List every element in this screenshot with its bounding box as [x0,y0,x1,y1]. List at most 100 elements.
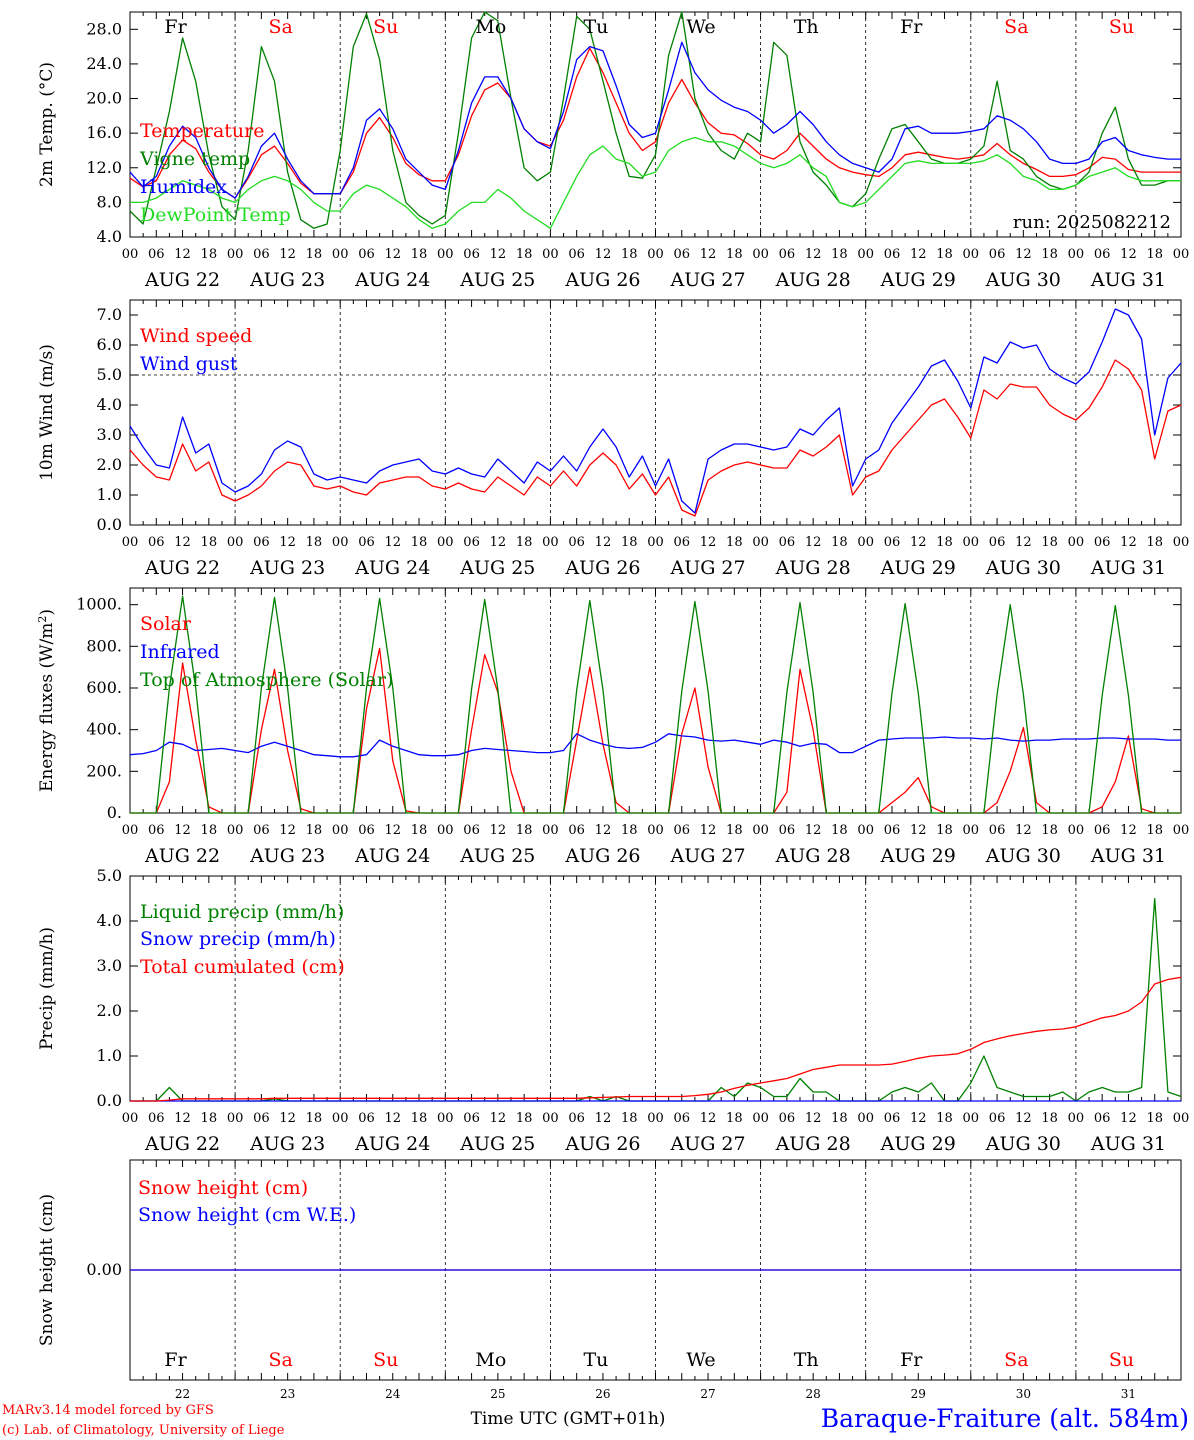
hour-tick-label: 18 [936,823,953,838]
hour-tick-label: 12 [174,535,191,550]
hour-tick-label: 18 [1041,535,1058,550]
hour-tick-label: 00 [542,247,559,262]
y-tick-label: 3.0 [97,425,122,444]
date-label: AUG 23 [249,845,325,867]
hour-tick-label: 12 [490,247,507,262]
hour-tick-label: 06 [674,823,691,838]
hour-tick-label: 00 [857,823,874,838]
legend-entry: Solar [140,613,192,635]
date-label: AUG 31 [1090,845,1166,867]
hour-tick-label: 06 [463,1111,480,1126]
unit-close: ) [37,609,57,616]
hour-tick-label: 06 [568,535,585,550]
hour-tick-label: 06 [358,823,375,838]
hour-tick-label: 18 [411,247,428,262]
hour-tick-label: 18 [1146,823,1163,838]
hour-tick-label: 12 [910,823,927,838]
hour-tick-label: 18 [411,535,428,550]
y-axis-title: 2m Temp. (°C) [37,62,57,187]
hour-tick-label: 00 [752,535,769,550]
day-number-label: 26 [595,1387,610,1401]
weekday-label: Fr [164,1349,187,1371]
panel-precip: 0.0 1.0 2.0 3.0 4.0 5.0 Precip (mm/h) Liquid pr… [37,866,1189,1155]
series-wind-gust [129,308,1182,514]
hour-tick-label: 18 [411,1111,428,1126]
hour-tick-label: 06 [779,823,796,838]
series-temperature [129,47,1181,199]
weekday-label: Tu [583,1349,608,1371]
hour-tick-label: 18 [621,823,638,838]
hour-tick-label: 12 [279,823,296,838]
hour-tick-label: 18 [516,1111,533,1126]
hour-tick-label: 18 [621,535,638,550]
hour-tick-label: 12 [1120,823,1137,838]
hour-tick-label: 06 [884,1111,901,1126]
weekday-label: Sa [268,1349,292,1371]
series-wind-speed [129,359,1182,517]
hour-tick-label: 06 [779,247,796,262]
y-tick-label: 28.0 [86,19,122,38]
hour-tick-label: 06 [884,823,901,838]
hour-tick-label: 12 [700,535,717,550]
hour-tick-label: 12 [805,823,822,838]
hour-tick-label: 18 [201,1111,218,1126]
hour-tick-label: 06 [989,535,1006,550]
hour-tick-label: 12 [384,535,401,550]
hour-tick-label: 18 [516,247,533,262]
series-infrared [129,733,1181,758]
legend-entry: Total cumulated (cm) [140,956,345,978]
y-tick-label: 2.0 [97,455,122,474]
hour-tick-label: 06 [674,1111,691,1126]
hour-tick-label: 18 [1146,1111,1163,1126]
day-number-label: 29 [911,1387,926,1401]
hour-tick-label: 12 [700,1111,717,1126]
date-label: AUG 27 [669,845,745,867]
date-label: AUG 22 [144,269,220,291]
hour-tick-label: 12 [384,1111,401,1126]
y-tick-label: 0.00 [86,1260,122,1279]
hour-tick-label: 06 [253,823,270,838]
hour-tick-label: 00 [437,247,454,262]
hour-tick-label: 18 [306,247,323,262]
hour-tick-label: 12 [805,535,822,550]
hour-tick-label: 06 [1094,823,1111,838]
hour-tick-label: 00 [542,535,559,550]
hour-tick-label: 06 [568,247,585,262]
legend-entry: Infrared [140,641,220,663]
y-tick-label: 0.0 [97,515,122,534]
y-tick-label: 6.0 [97,335,122,354]
hour-tick-label: 18 [1146,535,1163,550]
legend-entry: Wind speed [140,325,252,347]
hour-tick-label: 06 [253,247,270,262]
hour-tick-label: 18 [306,535,323,550]
hour-tick-label: 00 [542,1111,559,1126]
hour-tick-label: 18 [936,1111,953,1126]
hour-tick-label: 00 [1068,823,1085,838]
date-label: AUG 25 [459,557,535,579]
legend-entry: Humidex [140,176,227,198]
day-number-label: 28 [806,1387,821,1401]
hour-tick-label: 06 [148,247,165,262]
hour-tick-label: 06 [989,247,1006,262]
hour-tick-label: 00 [1173,535,1190,550]
date-label: AUG 24 [354,269,430,291]
unit-superscript: 2 [36,616,49,623]
hour-tick-label: 18 [831,1111,848,1126]
y-tick-label: 12.0 [86,158,122,177]
date-label: AUG 23 [249,1133,325,1155]
y-tick-label: 24.0 [86,54,122,73]
y-axis-title: 10m Wind (m/s) [37,344,57,481]
hour-tick-label: 06 [148,535,165,550]
hour-tick-label: 00 [647,535,664,550]
day-number-label: 22 [175,1387,190,1401]
hour-tick-label: 00 [332,535,349,550]
hour-tick-label: 00 [227,823,244,838]
date-label: AUG 27 [669,557,745,579]
hour-tick-label: 12 [1015,823,1032,838]
hour-tick-label: 12 [700,823,717,838]
day-number-label: 27 [700,1387,715,1401]
hour-tick-label: 12 [279,1111,296,1126]
hour-tick-label: 00 [1173,247,1190,262]
hour-tick-label: 12 [595,823,612,838]
series-vigne-temp [129,11,1181,229]
